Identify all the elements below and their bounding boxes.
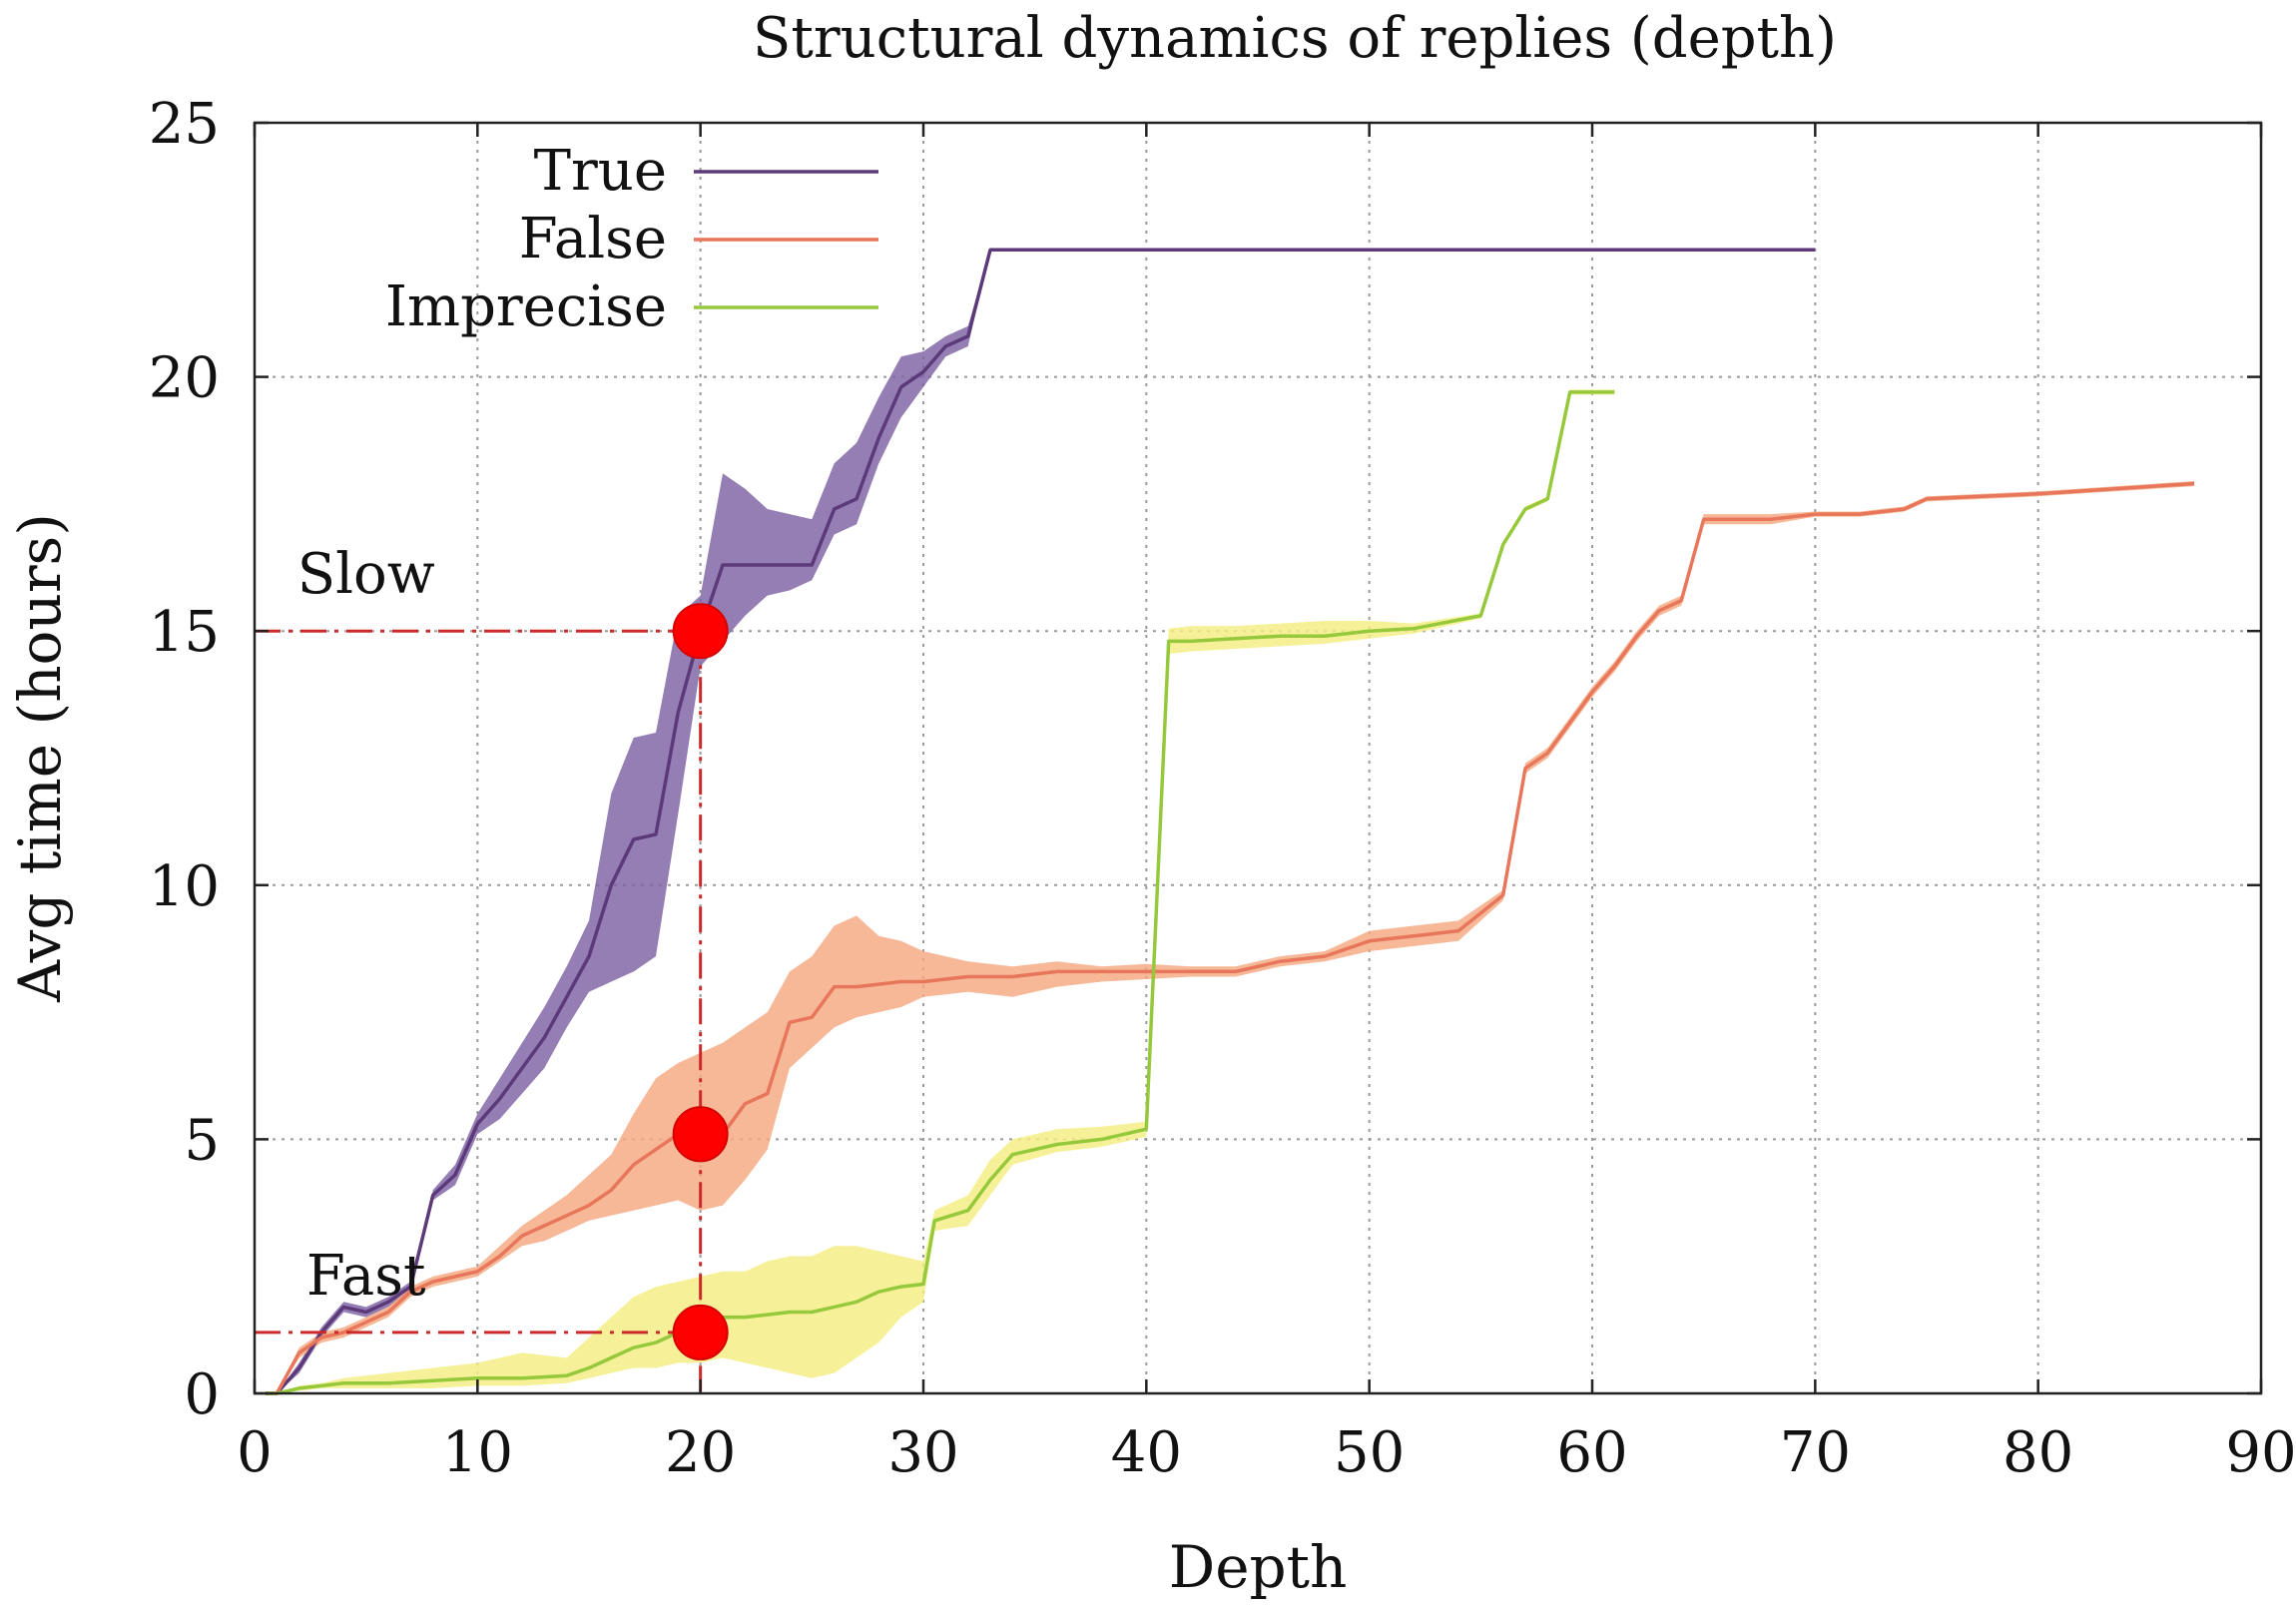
x-tick-label: 50 [1334,1420,1405,1485]
x-tick-label: 80 [2003,1420,2073,1485]
x-tick-label: 40 [1111,1420,1182,1485]
series-line-false [266,481,2195,1395]
legend-label-false: False [519,207,667,271]
highlight-marker [672,1106,729,1163]
legend-label-imprecise: Imprecise [385,274,667,339]
band-true [266,250,1816,1393]
legend-label-true: True [534,139,667,204]
highlight-markers [672,603,729,1360]
y-tick-label: 5 [184,1108,220,1173]
x-tick-label: 90 [2225,1420,2296,1485]
y-tick-label: 25 [149,92,220,157]
y-tick-label: 15 [149,600,220,665]
axis-ticks: 0 10 20 30 40 50 60 70 80 90 0 5 10 15 20 25 [149,92,2296,1485]
series-lines [266,248,2195,1395]
reference-lines [255,629,703,1393]
chart-title: Structural dynamics of replies (depth) [753,6,1837,71]
x-axis-label: Depth [1169,1533,1348,1601]
x-tick-label: 60 [1556,1420,1627,1485]
band-imprecise [266,389,1615,1393]
annotation-fast: Fast [306,1244,426,1309]
band-false [266,481,2195,1393]
x-tick-label: 30 [887,1420,958,1485]
x-tick-label: 10 [442,1420,513,1485]
y-axis-label: Avg time (hours) [6,513,74,1003]
plot-frame [253,121,2263,1395]
highlight-marker [672,1304,729,1360]
highlight-marker [672,603,729,660]
confidence-bands [266,250,2195,1393]
x-tick-label: 20 [665,1420,736,1485]
y-tick-label: 0 [184,1362,220,1427]
annotations: Slow Fast [297,542,435,1309]
series-line-imprecise [266,390,1615,1395]
annotation-slow: Slow [297,542,435,607]
y-tick-label: 20 [149,346,220,411]
x-tick-label: 70 [1780,1420,1851,1485]
y-tick-label: 10 [149,854,220,919]
x-tick-label: 0 [237,1420,273,1485]
series-line-true [266,248,1816,1395]
